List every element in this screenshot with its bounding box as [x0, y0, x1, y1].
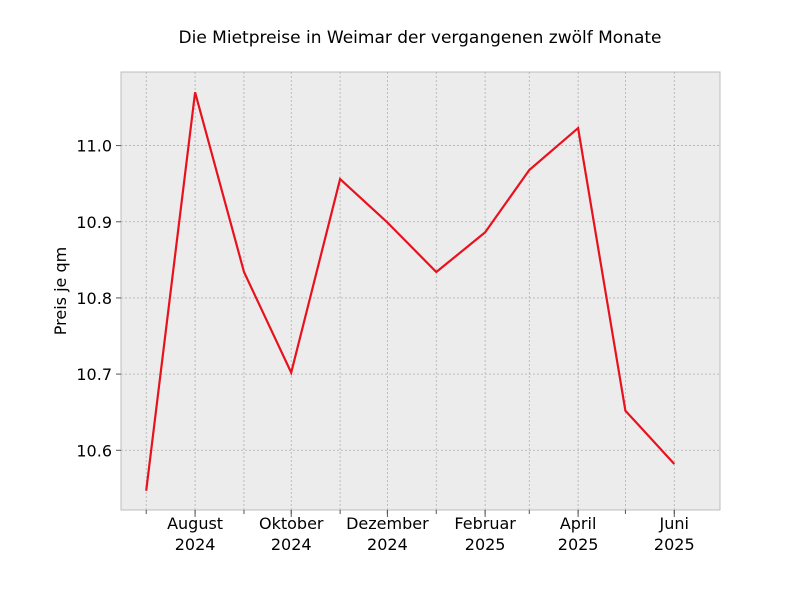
y-tick-label: 10.9 — [76, 213, 112, 232]
series-layer — [145, 92, 676, 491]
y-tick-label: 10.8 — [76, 289, 112, 308]
x-tick-label: Oktober 2024 — [259, 514, 324, 554]
grid — [121, 72, 720, 510]
chart-title: Die Mietpreise in Weimar der vergangenen… — [179, 28, 662, 48]
y-tick-label: 10.7 — [76, 365, 112, 384]
x-tick-label: Dezember 2024 — [346, 514, 429, 554]
tick-labels: 10.6 10.7 10.8 10.9 11.0 August 2024 Oktober 202… — [76, 137, 694, 554]
y-axis-label: Preis je qm — [51, 247, 70, 335]
x-tick-label: April 2025 — [558, 514, 599, 554]
series-line — [145, 92, 676, 491]
x-tick-label: August 2024 — [167, 514, 223, 554]
axis-ticks — [116, 145, 675, 517]
x-tick-label: Februar 2025 — [454, 514, 516, 554]
x-tick-label: Juni 2025 — [654, 514, 695, 554]
y-tick-label: 11.0 — [76, 137, 112, 156]
plot-area — [120, 71, 721, 511]
y-tick-label: 10.6 — [76, 441, 112, 460]
